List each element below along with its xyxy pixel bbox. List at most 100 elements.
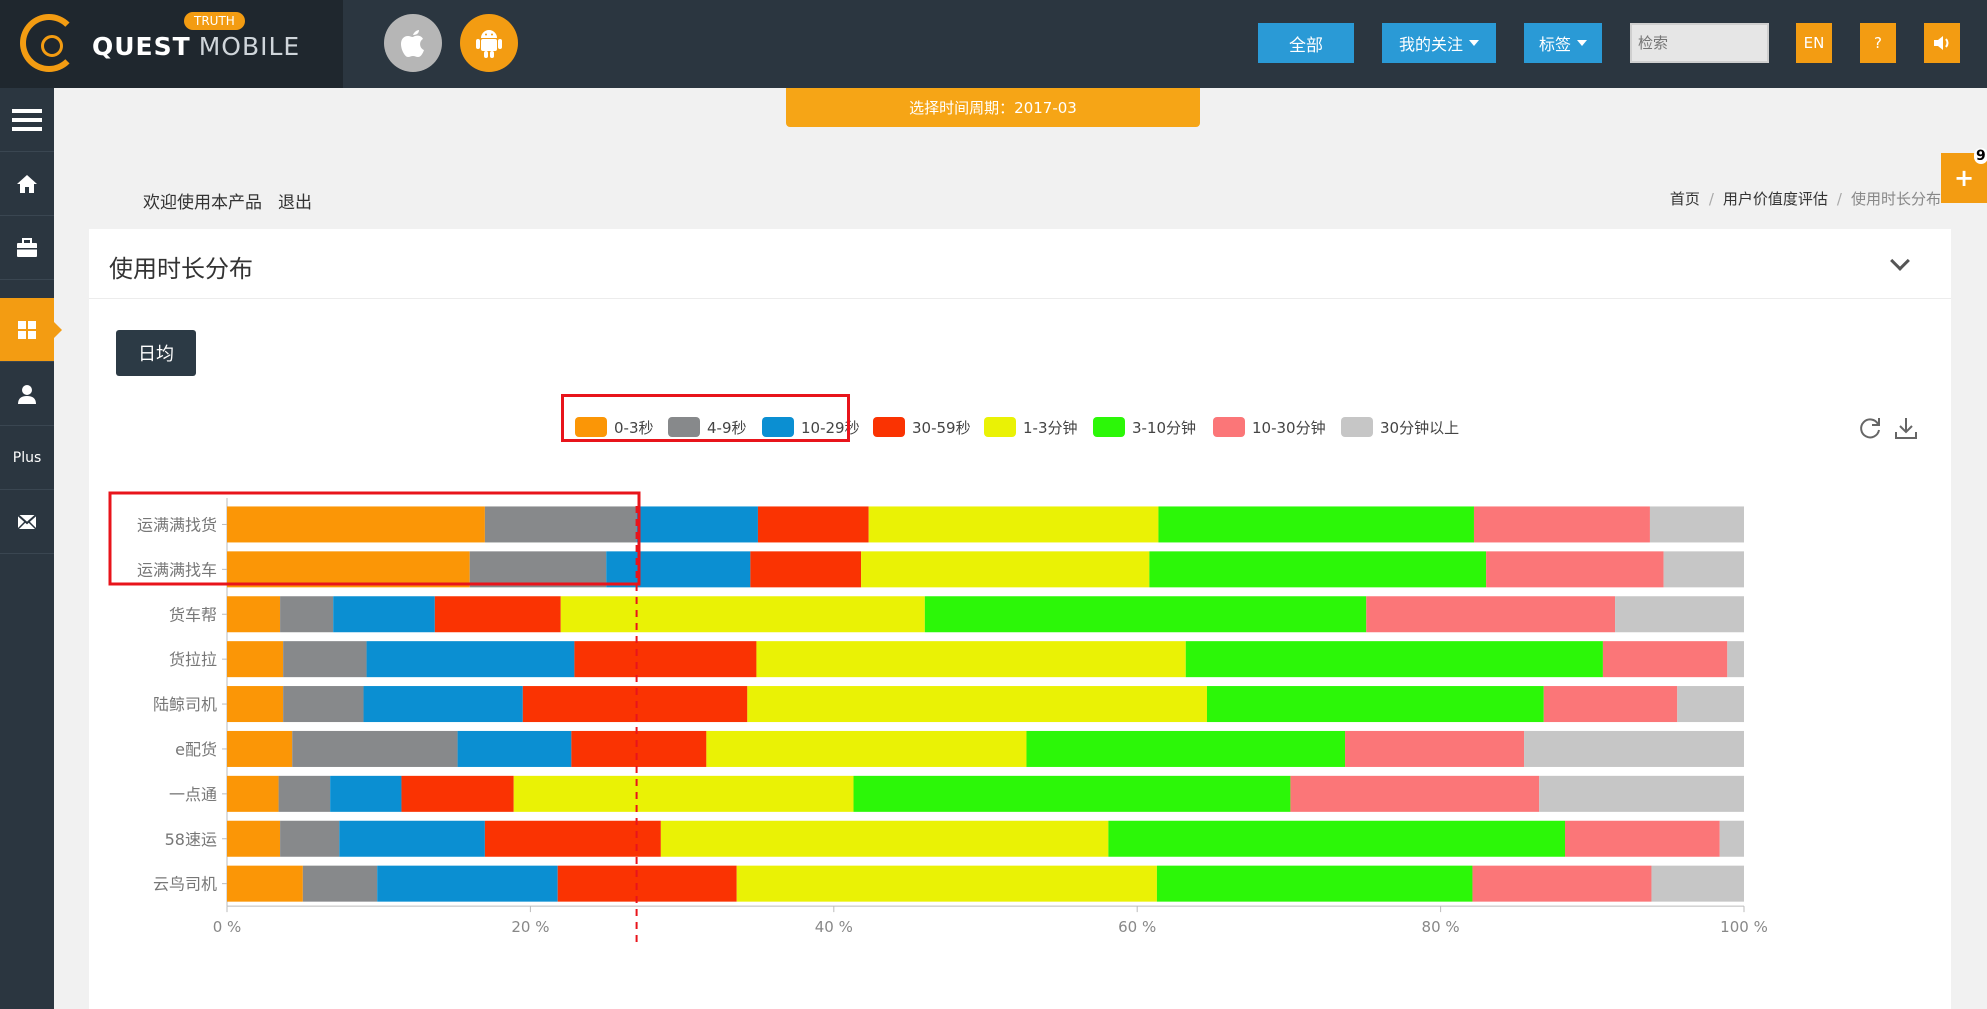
bar-segment[interactable] [736, 865, 1157, 902]
legend-item[interactable]: 4-9秒 [668, 413, 747, 441]
bar-segment[interactable] [1602, 641, 1728, 678]
bar-segment[interactable] [1290, 775, 1540, 812]
bar-segment[interactable] [280, 596, 334, 633]
logo[interactable]: QUEST MOBILE TRUTH [0, 0, 343, 88]
bar-segment[interactable] [924, 596, 1367, 633]
sidebar-item-dashboard[interactable] [0, 298, 62, 362]
sound-button[interactable] [1924, 23, 1960, 63]
my-follow-dropdown[interactable]: 我的关注 [1382, 23, 1496, 63]
bar-segment[interactable] [469, 551, 607, 588]
legend-item[interactable]: 10-30分钟 [1213, 413, 1326, 441]
bar-segment[interactable] [227, 820, 281, 857]
bar-segment[interactable] [457, 730, 572, 767]
legend-item[interactable]: 10-29秒 [762, 413, 860, 441]
bar-segment[interactable] [1486, 551, 1664, 588]
bar-segment[interactable] [706, 730, 1027, 767]
bar-segment[interactable] [1719, 820, 1744, 857]
period-selector[interactable]: 选择时间周期：2017-03 [786, 88, 1200, 127]
bar-segment[interactable] [227, 641, 284, 678]
sidebar-item-home[interactable] [0, 152, 54, 216]
bar-segment[interactable] [557, 865, 737, 902]
bar-segment[interactable] [1185, 641, 1603, 678]
daily-average-button[interactable]: 日均 [116, 330, 196, 376]
bar-segment[interactable] [401, 775, 514, 812]
bar-segment[interactable] [757, 506, 869, 543]
bar-segment[interactable] [484, 506, 637, 543]
bar-segment[interactable] [1149, 551, 1487, 588]
bar-segment[interactable] [227, 730, 293, 767]
help-button[interactable]: ? [1860, 23, 1896, 63]
bar-segment[interactable] [366, 641, 575, 678]
breadcrumb-user-value[interactable]: 用户价值度评估 [1722, 190, 1828, 208]
sidebar-item-mail[interactable] [0, 490, 54, 554]
bar-segment[interactable] [227, 865, 303, 902]
bar-segment[interactable] [278, 775, 331, 812]
download-icon[interactable] [1893, 415, 1919, 441]
bar-segment[interactable] [606, 551, 751, 588]
sidebar-item-plus[interactable]: Plus [0, 426, 54, 490]
bar-segment[interactable] [571, 730, 707, 767]
legend-item[interactable]: 0-3秒 [575, 413, 654, 441]
bar-segment[interactable] [227, 775, 279, 812]
bar-segment[interactable] [1366, 596, 1616, 633]
bar-segment[interactable] [280, 820, 340, 857]
sidebar-item-briefcase[interactable] [0, 216, 54, 280]
legend-item[interactable]: 3-10分钟 [1093, 413, 1196, 441]
bar-segment[interactable] [1663, 551, 1744, 588]
android-platform-button[interactable] [460, 14, 518, 72]
bar-segment[interactable] [1539, 775, 1744, 812]
menu-toggle-button[interactable] [0, 88, 54, 152]
bar-segment[interactable] [1345, 730, 1525, 767]
bar-segment[interactable] [227, 596, 281, 633]
bar-segment[interactable] [377, 865, 558, 902]
bar-segment[interactable] [756, 641, 1186, 678]
bar-segment[interactable] [1727, 641, 1744, 678]
bar-segment[interactable] [1156, 865, 1473, 902]
bar-segment[interactable] [560, 596, 925, 633]
bar-segment[interactable] [283, 686, 364, 723]
bar-segment[interactable] [1524, 730, 1744, 767]
bar-segment[interactable] [1615, 596, 1744, 633]
sidebar-item-user[interactable] [0, 362, 54, 426]
bar-segment[interactable] [513, 775, 854, 812]
bar-segment[interactable] [868, 506, 1159, 543]
bar-segment[interactable] [1206, 686, 1544, 723]
bar-segment[interactable] [333, 596, 435, 633]
bar-segment[interactable] [283, 641, 367, 678]
bar-segment[interactable] [861, 551, 1150, 588]
bar-segment[interactable] [853, 775, 1291, 812]
legend-item[interactable]: 1-3分钟 [984, 413, 1078, 441]
bar-segment[interactable] [636, 506, 758, 543]
bar-segment[interactable] [292, 730, 458, 767]
bar-segment[interactable] [1651, 865, 1744, 902]
bar-segment[interactable] [227, 551, 470, 588]
bar-segment[interactable] [750, 551, 862, 588]
bar-segment[interactable] [227, 506, 485, 543]
language-button[interactable]: EN [1796, 23, 1832, 63]
bar-segment[interactable] [747, 686, 1207, 723]
bar-segment[interactable] [302, 865, 378, 902]
bar-segment[interactable] [363, 686, 523, 723]
bar-segment[interactable] [574, 641, 757, 678]
bar-segment[interactable] [330, 775, 402, 812]
search-input[interactable] [1630, 23, 1769, 63]
all-button[interactable]: 全部 [1258, 23, 1354, 63]
legend-item[interactable]: 30分钟以上 [1341, 413, 1459, 441]
tags-dropdown[interactable]: 标签 [1524, 23, 1602, 63]
bar-segment[interactable] [1158, 506, 1474, 543]
bar-segment[interactable] [1108, 820, 1565, 857]
bar-segment[interactable] [484, 820, 661, 857]
bar-segment[interactable] [1473, 506, 1650, 543]
bar-segment[interactable] [1677, 686, 1744, 723]
apple-platform-button[interactable] [384, 14, 442, 72]
bar-segment[interactable] [522, 686, 748, 723]
bar-segment[interactable] [1649, 506, 1744, 543]
refresh-icon[interactable] [1857, 415, 1883, 441]
bar-segment[interactable] [1564, 820, 1720, 857]
bar-segment[interactable] [1472, 865, 1652, 902]
bar-segment[interactable] [434, 596, 561, 633]
bar-segment[interactable] [1543, 686, 1678, 723]
logout-link[interactable]: 退出 [278, 193, 312, 213]
legend-item[interactable]: 30-59秒 [873, 413, 971, 441]
bar-segment[interactable] [227, 686, 284, 723]
